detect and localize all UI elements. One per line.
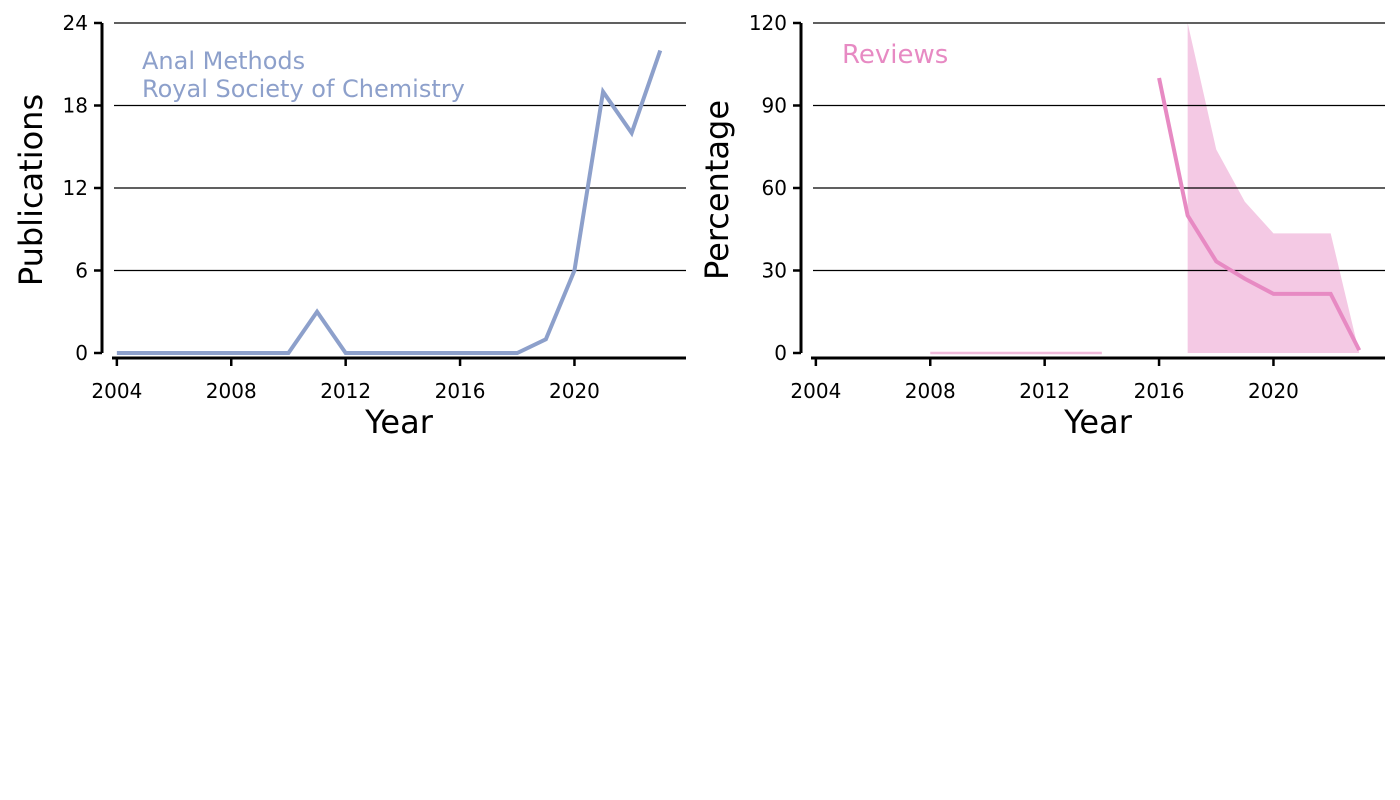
x-tick-label: 2020 <box>549 379 600 403</box>
y-tick-label: 6 <box>75 259 88 283</box>
publications-gridlines <box>114 22 686 272</box>
reviews-series <box>930 77 1362 355</box>
y-tick-label: 30 <box>762 259 787 283</box>
publications-annotation-line-1: Anal Methods <box>142 47 305 75</box>
publications-y-axis-label: Publications <box>12 94 50 286</box>
y-tick-label: 24 <box>63 11 88 35</box>
percentage-panel: 0 30 60 90 120 2004 2008 2012 2016 2020 Year Perc… <box>698 11 1385 441</box>
x-tick-label: 2008 <box>206 379 257 403</box>
publications-panel: 0 6 12 18 24 2004 2008 2012 2016 2020 Year Public… <box>12 11 686 441</box>
x-tick-label: 2016 <box>435 379 486 403</box>
percentage-gridlines <box>813 22 1385 272</box>
publications-x-axis-label: Year <box>364 403 434 441</box>
publications-series <box>116 49 663 355</box>
y-tick-label: 120 <box>749 11 787 35</box>
reviews-annotation: Reviews <box>842 40 948 70</box>
series-line <box>1157 77 1362 352</box>
percentage-x-axis-label: Year <box>1063 403 1133 441</box>
x-tick-label: 2004 <box>790 379 841 403</box>
x-tick-label: 2008 <box>905 379 956 403</box>
percentage-ticks: 0 30 60 90 120 2004 2008 2012 2016 2020 <box>749 11 1299 403</box>
percentage-y-axis-label: Percentage <box>698 100 736 280</box>
series-line <box>116 49 663 355</box>
publications-annotation-line-2: Royal Society of Chemistry <box>142 75 465 103</box>
x-tick-label: 2012 <box>320 379 371 403</box>
y-tick-label: 12 <box>63 176 88 200</box>
y-tick-label: 60 <box>762 176 787 200</box>
y-tick-label: 0 <box>75 341 88 365</box>
x-tick-label: 2016 <box>1134 379 1185 403</box>
y-tick-label: 0 <box>774 341 787 365</box>
publications-ticks: 0 6 12 18 24 2004 2008 2012 2016 2020 <box>63 11 600 403</box>
x-tick-label: 2012 <box>1019 379 1070 403</box>
x-tick-label: 2020 <box>1248 379 1299 403</box>
y-tick-label: 90 <box>762 94 787 118</box>
y-tick-label: 18 <box>63 94 88 118</box>
x-tick-label: 2004 <box>91 379 142 403</box>
